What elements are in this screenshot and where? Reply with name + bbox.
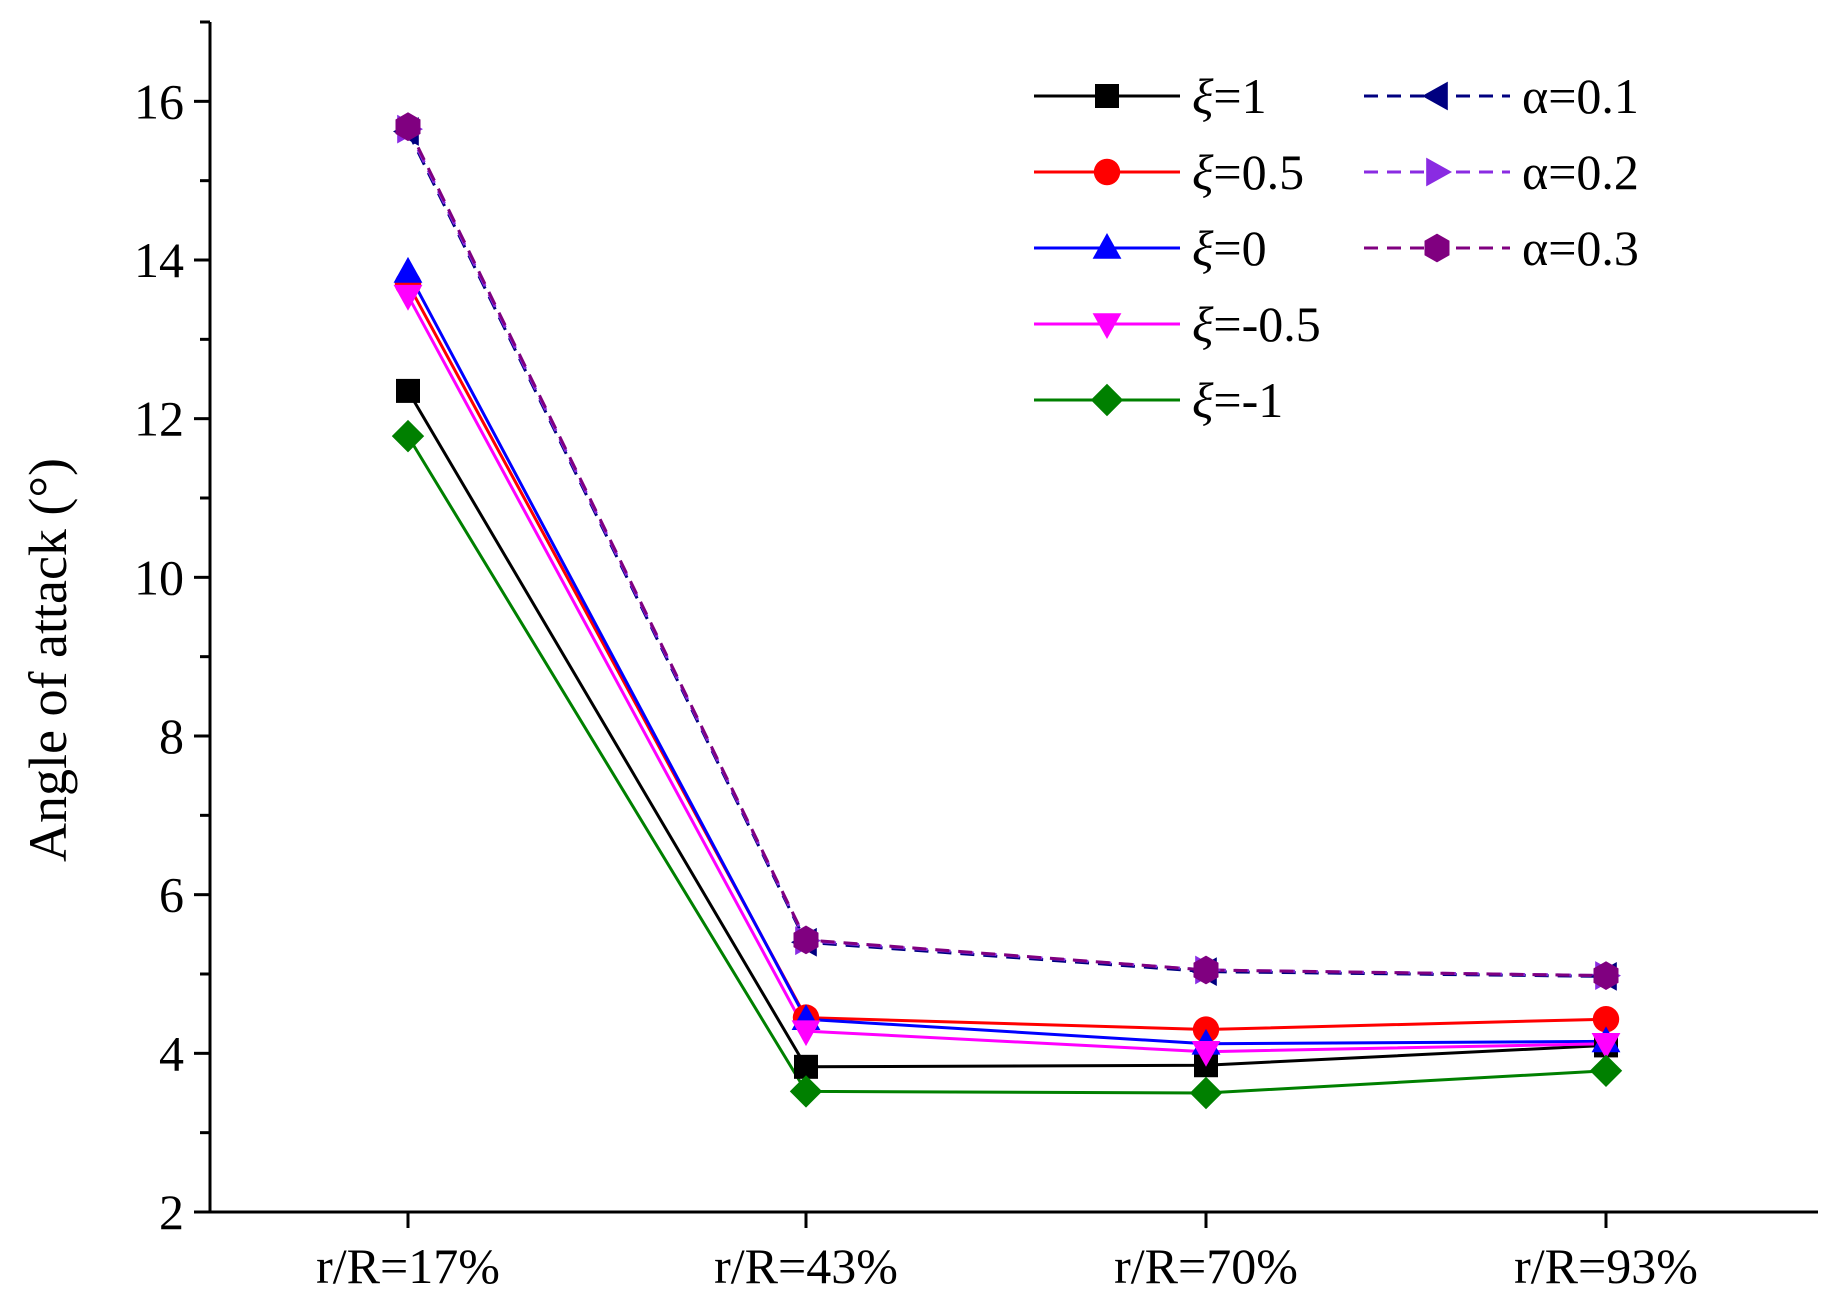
legend-marker — [1093, 158, 1121, 186]
legend-label: ξ=0 — [1192, 220, 1267, 276]
series-line — [406, 294, 1607, 1054]
series-line — [406, 126, 1607, 978]
legend-label: α=0.2 — [1522, 144, 1639, 200]
data-point-marker — [395, 112, 421, 142]
data-point-marker — [1592, 1006, 1620, 1033]
legend-item: α=0.2 — [1364, 144, 1639, 200]
legend: ξ=1ξ=0.5ξ=0ξ=-0.5ξ=-1α=0.1α=0.2α=0.3 — [1034, 68, 1639, 428]
data-point-marker — [794, 1054, 818, 1079]
y-tick-label: 12 — [134, 391, 184, 447]
legend-item: α=0.3 — [1364, 220, 1639, 276]
data-point-marker — [793, 925, 819, 955]
legend-label: α=0.3 — [1522, 220, 1639, 276]
legend-value: =0 — [1213, 220, 1266, 276]
legend-item: ξ=1 — [1034, 68, 1267, 124]
data-point-marker — [393, 256, 423, 283]
series-line — [406, 283, 1607, 1031]
series-line — [406, 390, 1607, 1069]
legend-value: =1 — [1213, 68, 1266, 124]
legend-symbol: α — [1522, 220, 1548, 276]
legend-symbol: ξ — [1192, 68, 1214, 124]
legend-label: α=0.1 — [1522, 68, 1639, 124]
legend-symbol: α — [1522, 68, 1548, 124]
legend-symbol: ξ — [1192, 144, 1214, 200]
data-point-marker — [791, 1020, 821, 1047]
legend-value: =-1 — [1213, 372, 1283, 428]
legend-marker — [1090, 383, 1124, 417]
legend-marker — [1426, 157, 1452, 187]
x-tick-label: r/R=17% — [316, 1238, 500, 1294]
legend-value: =-0.5 — [1213, 296, 1320, 352]
legend-item: α=0.1 — [1364, 68, 1639, 124]
legend-symbol: ξ — [1192, 372, 1214, 428]
legend-marker — [1424, 233, 1450, 263]
legend-symbol: ξ — [1192, 220, 1214, 276]
y-tick-label: 4 — [159, 1025, 184, 1081]
y-tick-label: 16 — [134, 73, 184, 129]
data-point-marker — [391, 419, 425, 453]
legend-label: ξ=1 — [1192, 68, 1267, 124]
legend-label: ξ=-1 — [1192, 372, 1283, 428]
data-point-marker — [1593, 961, 1619, 990]
y-tick-label: 14 — [134, 232, 184, 288]
data-point-marker — [1189, 1076, 1223, 1110]
data-point-marker — [789, 1075, 823, 1108]
legend-marker — [1092, 233, 1122, 259]
series-line — [406, 271, 1607, 1046]
x-tick-label: r/R=43% — [714, 1238, 898, 1294]
data-point-marker — [396, 378, 420, 403]
legend-marker — [1422, 81, 1448, 111]
legend-label: ξ=0.5 — [1192, 144, 1304, 200]
series-lines — [406, 126, 1607, 1095]
data-point-marker — [393, 284, 423, 311]
data-point-marker — [1591, 1033, 1621, 1059]
series-line — [406, 435, 1607, 1095]
legend-marker — [1092, 313, 1122, 339]
data-point-marker — [1191, 1040, 1221, 1067]
legend-label: ξ=-0.5 — [1192, 296, 1321, 352]
series-line — [406, 130, 1607, 978]
y-tick-label: 2 — [159, 1184, 184, 1240]
y-tick-label: 10 — [134, 549, 184, 605]
series-markers — [391, 112, 1623, 1110]
x-tick-label: r/R=93% — [1514, 1238, 1698, 1294]
axes: 2 4 6 8 10 12 14 16 r/R=17% r/R=43% r/R=70% r/R=93% — [134, 20, 1818, 1294]
legend-symbol: α — [1522, 144, 1548, 200]
legend-item: ξ=-0.5 — [1034, 296, 1321, 352]
legend-value: =0.1 — [1548, 68, 1639, 124]
y-tick-label: 6 — [159, 867, 184, 923]
legend-item: ξ=0 — [1034, 220, 1267, 276]
legend-item: ξ=-1 — [1034, 372, 1283, 428]
legend-value: =0.2 — [1548, 144, 1639, 200]
x-tick-label: r/R=70% — [1114, 1238, 1298, 1294]
legend-symbol: ξ — [1192, 296, 1214, 352]
data-point-marker — [1589, 1054, 1623, 1087]
legend-value: =0.5 — [1213, 144, 1304, 200]
legend-marker — [1095, 84, 1119, 108]
legend-value: =0.3 — [1548, 220, 1639, 276]
y-axis-title: Angle of attack (°) — [18, 458, 78, 862]
legend-item: ξ=0.5 — [1034, 144, 1304, 200]
data-point-marker — [1193, 955, 1219, 985]
y-tick-label: 8 — [159, 708, 184, 764]
